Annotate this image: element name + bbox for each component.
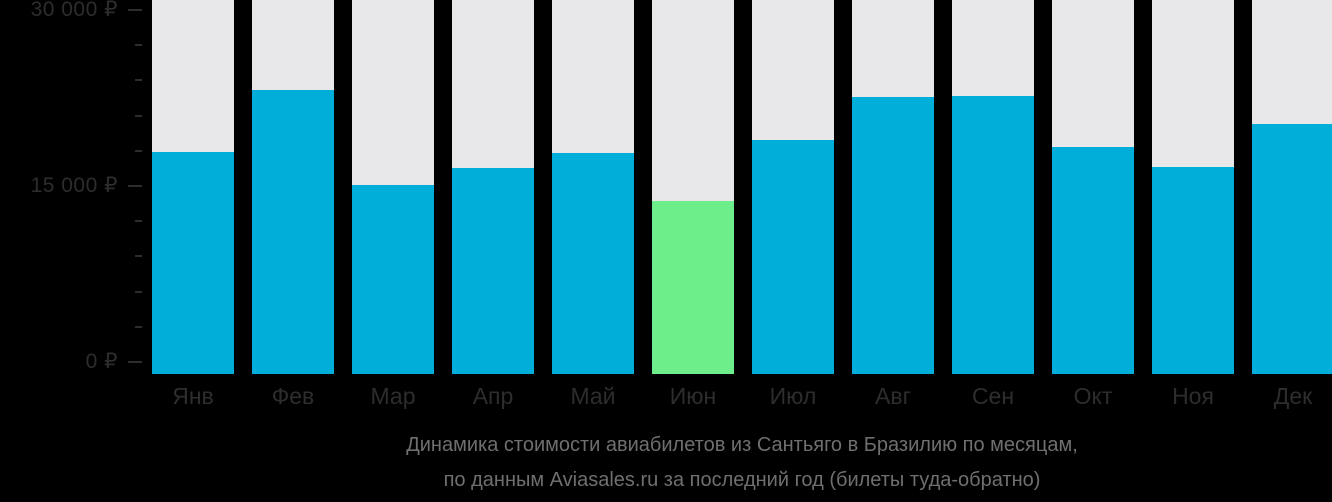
y-axis-label-30000: 30 000 ₽ (30, 0, 118, 21)
y-axis-minor-tick-18000 (135, 149, 142, 152)
y-axis-minor-tick-21000 (135, 114, 142, 117)
bar-dec[interactable] (1252, 123, 1332, 374)
chart-caption-line-1: Динамика стоимости авиабилетов из Сантья… (406, 434, 1078, 456)
bar-jan[interactable] (152, 151, 234, 374)
y-axis-label-15000: 15 000 ₽ (30, 174, 118, 197)
x-axis-label-oct: Окт (1073, 383, 1113, 409)
chart-caption-line-2: по данным Aviasales.ru за последний год … (443, 469, 1041, 491)
bar-apr[interactable] (452, 168, 534, 374)
y-axis-minor-tick-27000 (135, 44, 142, 47)
y-axis-minor-tick-6000 (135, 290, 142, 293)
x-axis-label-apr: Апр (472, 383, 514, 409)
x-axis-label-may: Май (570, 383, 616, 409)
x-axis-label-jan: Янв (172, 383, 214, 409)
y-axis-minor-tick-12000 (135, 220, 142, 223)
y-axis-label-0: 0 ₽ (85, 350, 118, 373)
x-axis-label-aug: Авг (875, 383, 911, 409)
y-axis-major-tick-30000 (128, 9, 142, 11)
x-axis-label-feb: Фев (271, 383, 315, 409)
y-axis-major-tick-15000 (128, 185, 142, 187)
y-axis-minor-tick-3000 (135, 325, 142, 328)
bar-sep[interactable] (952, 96, 1034, 374)
bar-jul[interactable] (752, 139, 834, 374)
bar-oct[interactable] (1052, 147, 1134, 374)
y-axis-minor-tick-24000 (135, 79, 142, 82)
y-axis-major-tick-0 (128, 361, 142, 363)
x-axis-label-jul: Июл (769, 383, 817, 409)
bar-mar[interactable] (352, 184, 434, 374)
bar-feb[interactable] (252, 89, 334, 374)
y-axis-minor-tick-9000 (135, 255, 142, 258)
bar-nov[interactable] (1152, 166, 1234, 374)
x-axis-label-jun: Июн (669, 383, 717, 409)
x-axis-label-nov: Ноя (1172, 383, 1214, 409)
x-axis-label-sep: Сен (971, 383, 1015, 409)
x-axis-label-dec: Дек (1273, 383, 1313, 409)
x-axis-label-mar: Мар (370, 383, 416, 409)
bar-jun[interactable] (652, 200, 734, 374)
bar-may[interactable] (552, 153, 634, 374)
bar-aug[interactable] (852, 96, 934, 374)
